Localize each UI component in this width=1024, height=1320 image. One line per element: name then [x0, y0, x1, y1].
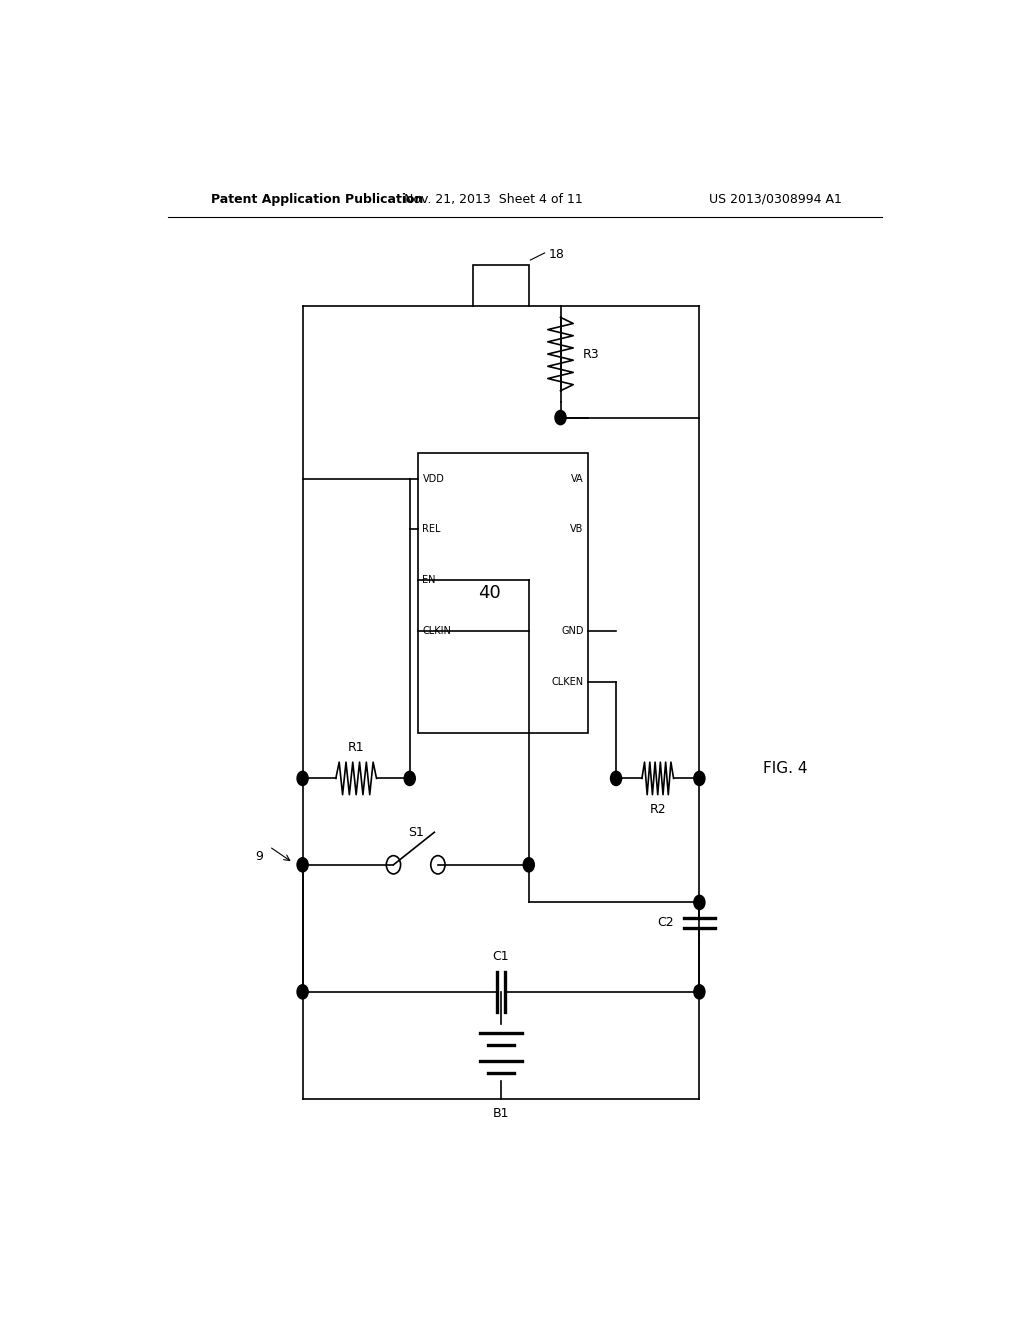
Text: B1: B1 — [493, 1106, 509, 1119]
Text: CLKEN: CLKEN — [551, 677, 584, 686]
Text: CLKIN: CLKIN — [423, 626, 452, 636]
Circle shape — [297, 985, 308, 999]
Bar — [473, 265, 528, 306]
Circle shape — [694, 895, 705, 909]
Text: R2: R2 — [649, 803, 666, 816]
Bar — [418, 453, 588, 733]
Text: VA: VA — [571, 474, 584, 483]
Text: C1: C1 — [493, 950, 509, 964]
Circle shape — [694, 771, 705, 785]
Circle shape — [297, 858, 308, 873]
Text: 9: 9 — [255, 850, 263, 863]
Text: C2: C2 — [657, 916, 674, 929]
Text: US 2013/0308994 A1: US 2013/0308994 A1 — [710, 193, 842, 206]
Text: EN: EN — [423, 576, 436, 585]
Text: VDD: VDD — [423, 474, 444, 483]
Circle shape — [694, 985, 705, 999]
Circle shape — [555, 411, 566, 425]
Text: REL: REL — [423, 524, 441, 535]
Text: R3: R3 — [583, 347, 599, 360]
Text: FIG. 4: FIG. 4 — [763, 760, 807, 776]
Text: 40: 40 — [478, 583, 501, 602]
Text: Nov. 21, 2013  Sheet 4 of 11: Nov. 21, 2013 Sheet 4 of 11 — [403, 193, 583, 206]
Circle shape — [404, 771, 416, 785]
Text: VB: VB — [570, 524, 584, 535]
Circle shape — [610, 771, 622, 785]
Text: R1: R1 — [348, 741, 365, 754]
Text: S1: S1 — [408, 826, 424, 840]
Text: Patent Application Publication: Patent Application Publication — [211, 193, 424, 206]
Circle shape — [523, 858, 535, 873]
Text: GND: GND — [561, 626, 584, 636]
Text: 18: 18 — [549, 248, 564, 261]
Circle shape — [297, 771, 308, 785]
